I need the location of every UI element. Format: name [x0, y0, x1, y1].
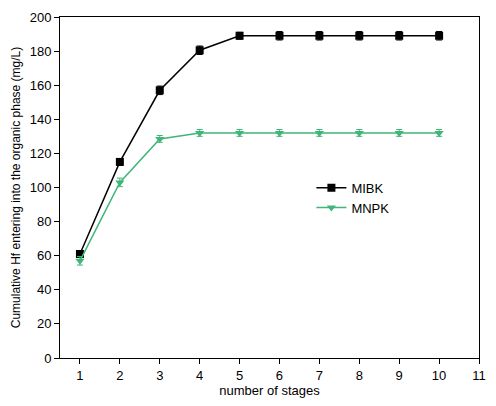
svg-text:6: 6: [276, 368, 283, 383]
svg-text:10: 10: [432, 368, 446, 383]
svg-text:40: 40: [37, 282, 51, 297]
svg-text:Cumulative Hf entering into th: Cumulative Hf entering into the organic …: [9, 47, 23, 328]
svg-text:1: 1: [76, 368, 83, 383]
svg-text:120: 120: [30, 146, 52, 161]
svg-text:2: 2: [116, 368, 123, 383]
svg-text:140: 140: [30, 112, 52, 127]
svg-text:number of stages: number of stages: [219, 383, 320, 398]
svg-text:100: 100: [30, 180, 52, 195]
svg-text:200: 200: [30, 10, 52, 25]
svg-text:5: 5: [236, 368, 243, 383]
svg-text:MNPK: MNPK: [351, 201, 389, 216]
svg-text:0: 0: [44, 351, 51, 366]
svg-text:20: 20: [37, 316, 51, 331]
svg-text:8: 8: [356, 368, 363, 383]
svg-text:7: 7: [316, 368, 323, 383]
svg-text:60: 60: [37, 248, 51, 263]
svg-text:180: 180: [30, 44, 52, 59]
svg-text:3: 3: [156, 368, 163, 383]
svg-text:11: 11: [472, 368, 486, 383]
svg-text:4: 4: [196, 368, 203, 383]
svg-text:80: 80: [37, 214, 51, 229]
svg-text:9: 9: [396, 368, 403, 383]
svg-text:160: 160: [30, 78, 52, 93]
svg-text:MIBK: MIBK: [351, 181, 383, 196]
